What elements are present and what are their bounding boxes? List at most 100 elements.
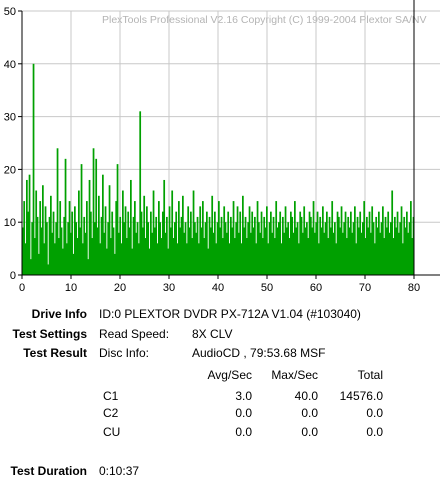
bar [63,216,66,275]
bar [38,253,40,275]
bar [382,206,384,275]
bar [320,227,323,275]
bar [167,248,170,275]
drive-info-value: ID:0 PLEXTOR DVDR PX-712A V1.04 (#103040… [99,307,361,321]
bar [214,211,216,275]
error-rate-chart: PlexTools Professional V2.16 Copyright (… [4,0,440,294]
bar [126,238,128,275]
bar [116,164,119,275]
bar [184,222,187,275]
bar [52,211,55,275]
bar [31,222,34,275]
bar [376,227,379,275]
bar [40,227,43,275]
bar [286,227,288,275]
x-tick-label: 80 [408,282,420,294]
bar [51,232,54,275]
bar [187,206,190,275]
bar [91,238,94,275]
bar [374,243,376,275]
bar [328,216,331,275]
row-c1-max: 40.0 [294,389,318,403]
bar [84,232,87,275]
bar [242,195,244,275]
y-tick-label: 40 [4,59,16,71]
bar [231,227,234,275]
bar [76,238,79,275]
bar [151,232,154,275]
bar [371,206,374,275]
bar [334,222,336,275]
bar [260,211,263,275]
read-speed-label: Read Speed: [99,327,170,341]
bar [359,211,362,275]
bar [319,216,322,275]
bar [146,206,148,275]
y-tick-label: 20 [4,164,16,176]
bar [168,206,171,275]
bar [119,216,122,275]
bar [290,211,292,275]
bar [396,211,399,275]
bar [223,206,226,275]
bar [391,190,394,275]
bar [178,201,180,275]
bar [274,238,276,275]
bar [299,211,302,275]
bar [59,201,62,275]
bar [295,227,298,275]
bar [74,206,76,275]
bar [248,206,251,275]
disc-info-label: Disc Info: [99,346,150,360]
bar [220,216,223,275]
bar [122,190,124,275]
bar [258,222,260,275]
bar [379,232,382,275]
bar [230,216,232,275]
bar [326,211,328,275]
bar [388,232,391,275]
bar [86,201,88,275]
bar [206,211,208,275]
bar [352,222,355,275]
bar [72,253,75,275]
bar [362,222,364,275]
bar [192,190,195,275]
bar [188,227,191,275]
bar [226,232,228,275]
x-tick-label: 10 [65,282,77,294]
bar [110,238,112,275]
bar [246,238,248,275]
bar [383,238,386,275]
header-total: Total [357,368,383,382]
row-c1-avg: 3.0 [235,389,252,403]
bar [302,232,304,275]
bar [291,216,294,275]
bar [363,201,366,275]
bar [128,227,131,275]
test-duration-label: Test Duration [10,464,87,478]
bar [398,232,400,275]
bar [92,148,95,275]
bar [26,179,28,275]
bar [390,222,392,275]
bar [232,201,235,275]
bar [30,259,32,275]
bar [342,232,344,275]
bar [127,211,130,275]
bar [316,211,319,275]
bar [199,206,202,275]
bar [360,232,363,275]
bar [54,243,56,275]
y-tick-label: 10 [4,217,16,229]
bar [406,211,408,275]
bar [367,227,370,275]
bar [143,195,146,275]
bar [163,179,166,275]
bar [78,190,80,275]
bar [166,216,168,275]
bar [124,206,127,275]
bar [387,211,390,275]
bar [264,227,267,275]
bar [351,232,354,275]
